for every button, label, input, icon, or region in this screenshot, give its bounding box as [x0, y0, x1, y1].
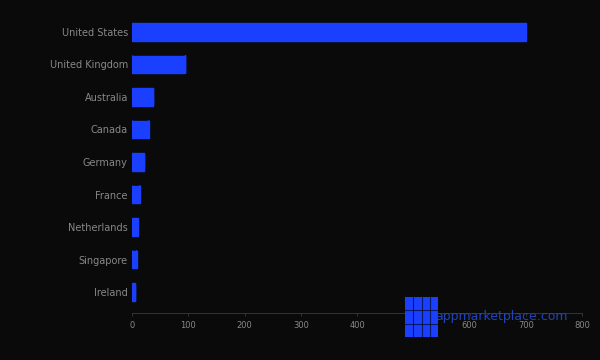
Bar — [132, 23, 526, 41]
Bar — [132, 185, 140, 203]
Text: appmarketplace.com: appmarketplace.com — [435, 310, 568, 323]
Bar — [132, 218, 137, 236]
Bar — [132, 121, 149, 139]
Bar — [132, 88, 154, 106]
Bar — [132, 283, 136, 301]
Bar — [132, 251, 137, 269]
Bar — [132, 153, 145, 171]
Bar — [132, 55, 185, 73]
